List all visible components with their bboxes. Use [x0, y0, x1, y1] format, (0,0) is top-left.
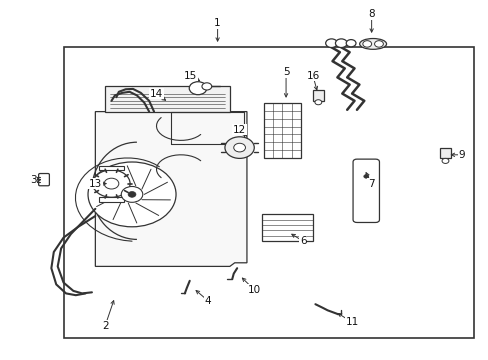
Circle shape	[233, 143, 245, 152]
Text: 10: 10	[247, 285, 260, 295]
Circle shape	[189, 82, 206, 95]
Polygon shape	[105, 86, 229, 112]
Text: 9: 9	[458, 150, 465, 160]
Bar	[312, 90, 323, 101]
Text: 12: 12	[232, 125, 246, 135]
Circle shape	[325, 39, 337, 48]
Bar	[99, 166, 123, 170]
Bar	[99, 197, 123, 202]
Circle shape	[374, 41, 383, 47]
Text: 5: 5	[282, 67, 289, 77]
Bar	[63, 47, 473, 338]
Circle shape	[88, 162, 176, 227]
Polygon shape	[95, 112, 246, 266]
Bar	[261, 214, 312, 241]
FancyBboxPatch shape	[39, 174, 49, 186]
Text: 8: 8	[367, 9, 374, 19]
Circle shape	[121, 186, 142, 202]
Circle shape	[314, 100, 321, 105]
Text: 2: 2	[102, 321, 108, 331]
Circle shape	[346, 40, 355, 47]
Circle shape	[128, 192, 136, 197]
Text: 1: 1	[214, 18, 221, 28]
Circle shape	[104, 178, 119, 189]
Circle shape	[441, 158, 448, 163]
Circle shape	[202, 83, 211, 90]
Text: 16: 16	[305, 71, 319, 81]
Text: 14: 14	[149, 89, 163, 99]
Bar	[439, 148, 450, 158]
Circle shape	[224, 137, 254, 158]
Text: 15: 15	[183, 71, 197, 81]
Text: 13: 13	[88, 179, 102, 189]
Circle shape	[363, 175, 368, 178]
Ellipse shape	[359, 39, 386, 49]
Text: 3: 3	[30, 175, 37, 185]
Text: 4: 4	[204, 296, 211, 306]
Circle shape	[362, 41, 371, 47]
FancyBboxPatch shape	[352, 159, 379, 222]
Bar	[264, 103, 300, 158]
Circle shape	[335, 39, 346, 48]
Text: 7: 7	[367, 179, 374, 189]
Text: 6: 6	[299, 236, 306, 246]
Text: 11: 11	[345, 317, 358, 327]
Circle shape	[93, 170, 130, 197]
